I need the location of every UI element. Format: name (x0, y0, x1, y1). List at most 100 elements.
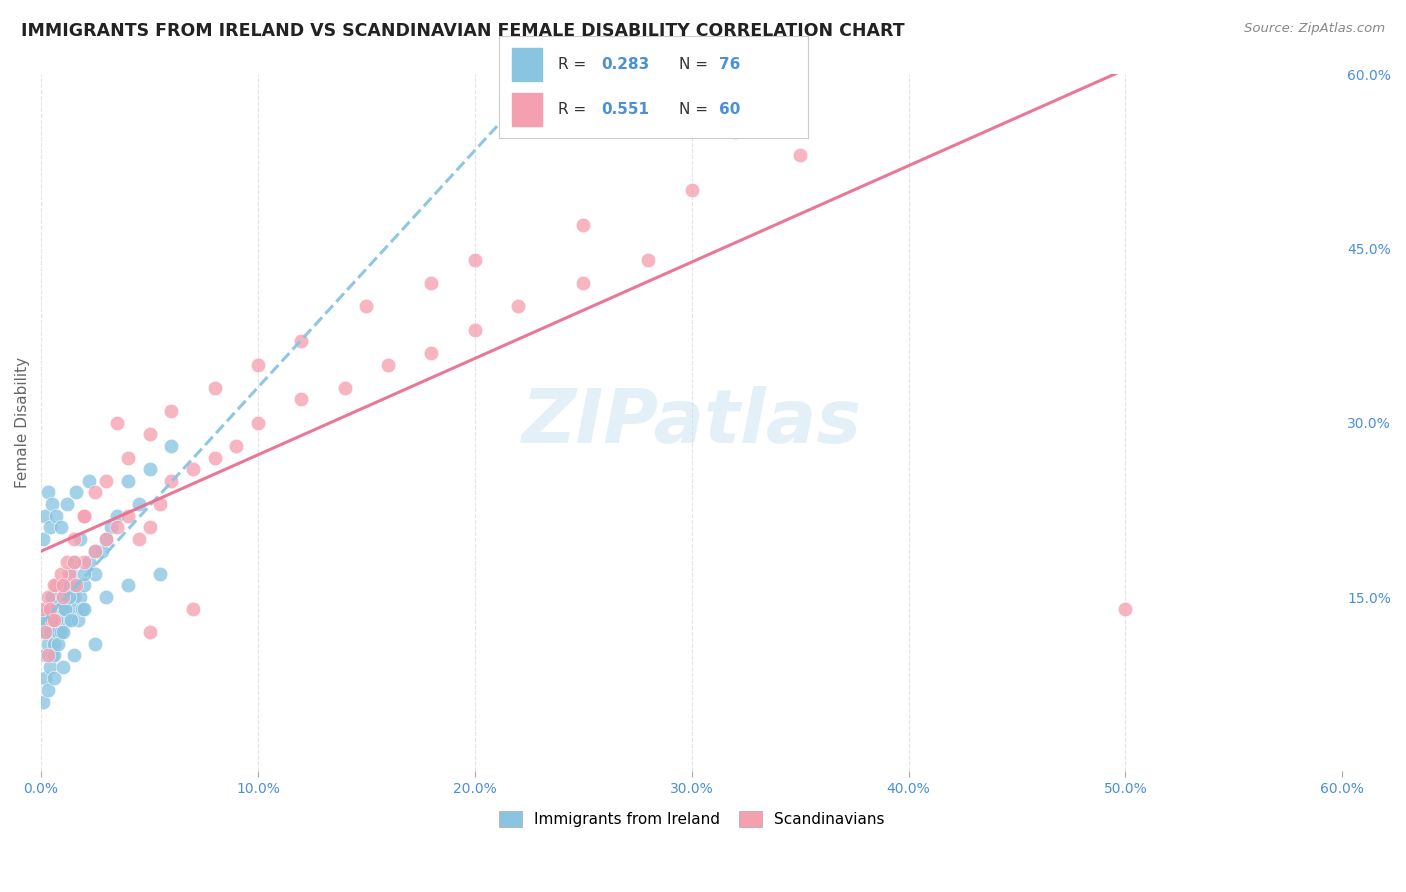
Bar (512, 48, 543, 81)
Point (84, 566, 107, 581)
Point (52, 659, 75, 673)
Point (105, 520, 128, 534)
Point (42, 578, 65, 592)
Point (138, 624, 160, 639)
Point (138, 462, 160, 476)
Point (48, 624, 70, 639)
Point (49, 520, 72, 534)
Point (84, 485, 107, 500)
Point (160, 474, 183, 488)
Point (48, 613, 70, 627)
Point (42, 624, 65, 639)
Point (32, 624, 55, 639)
Text: 76: 76 (718, 57, 740, 72)
Point (117, 508, 139, 523)
Text: R =: R = (558, 102, 591, 117)
Point (65, 601, 87, 615)
Point (34, 613, 56, 627)
Legend: Immigrants from Ireland, Scandinavians: Immigrants from Ireland, Scandinavians (494, 805, 890, 833)
Point (38, 613, 60, 627)
Point (58, 578, 80, 592)
Point (49, 578, 72, 592)
Point (96, 532, 118, 546)
Point (41, 648, 63, 662)
Point (42, 672, 65, 686)
Point (160, 404, 183, 418)
Point (246, 358, 269, 372)
Point (42, 613, 65, 627)
Point (37, 683, 59, 698)
Point (290, 392, 312, 407)
Point (65, 485, 87, 500)
Point (41, 497, 63, 511)
Point (181, 601, 204, 615)
Point (464, 323, 486, 337)
Point (49, 624, 72, 639)
Point (100, 520, 122, 534)
Point (73, 555, 96, 569)
Point (58, 566, 80, 581)
Point (681, 183, 703, 197)
Text: 0.551: 0.551 (602, 102, 650, 117)
Y-axis label: Female Disability: Female Disability (15, 357, 30, 488)
Point (56, 497, 79, 511)
Point (149, 497, 172, 511)
Text: N =: N = (679, 57, 713, 72)
Point (77, 474, 100, 488)
Point (49, 566, 72, 581)
Point (37, 636, 59, 650)
Point (160, 439, 183, 453)
Point (32, 601, 55, 615)
Point (1114, 601, 1136, 615)
Point (52, 578, 75, 592)
Point (37, 601, 59, 615)
Point (77, 555, 100, 569)
Text: R =: R = (558, 57, 591, 72)
Point (52, 624, 75, 639)
Point (34, 648, 56, 662)
Point (724, 125, 747, 139)
Point (62, 578, 84, 592)
Point (52, 601, 75, 615)
Point (84, 636, 107, 650)
Point (356, 300, 378, 314)
Point (204, 381, 226, 395)
Point (52, 590, 75, 604)
Point (41, 590, 63, 604)
Point (105, 508, 128, 523)
Point (42, 636, 65, 650)
Point (62, 555, 84, 569)
Point (204, 450, 226, 465)
Point (53, 601, 76, 615)
Point (84, 543, 107, 558)
Point (45, 601, 67, 615)
Point (45, 578, 67, 592)
Point (62, 555, 84, 569)
Point (138, 427, 160, 442)
Point (38, 659, 60, 673)
Point (73, 508, 96, 523)
Point (37, 648, 59, 662)
Point (789, 148, 811, 162)
Point (84, 543, 107, 558)
Point (69, 532, 91, 546)
Point (149, 566, 172, 581)
Point (48, 636, 70, 650)
Point (128, 532, 150, 546)
Point (41, 613, 63, 627)
Point (60, 566, 83, 581)
Point (72, 601, 94, 615)
Point (52, 590, 75, 604)
Point (62, 590, 84, 604)
Point (60, 613, 83, 627)
Point (290, 334, 312, 349)
Point (181, 462, 204, 476)
Bar (512, 93, 543, 126)
Point (572, 277, 595, 291)
Point (53, 601, 76, 615)
Point (56, 613, 79, 627)
Point (56, 555, 79, 569)
Point (34, 672, 56, 686)
Point (246, 416, 269, 430)
Point (42, 648, 65, 662)
